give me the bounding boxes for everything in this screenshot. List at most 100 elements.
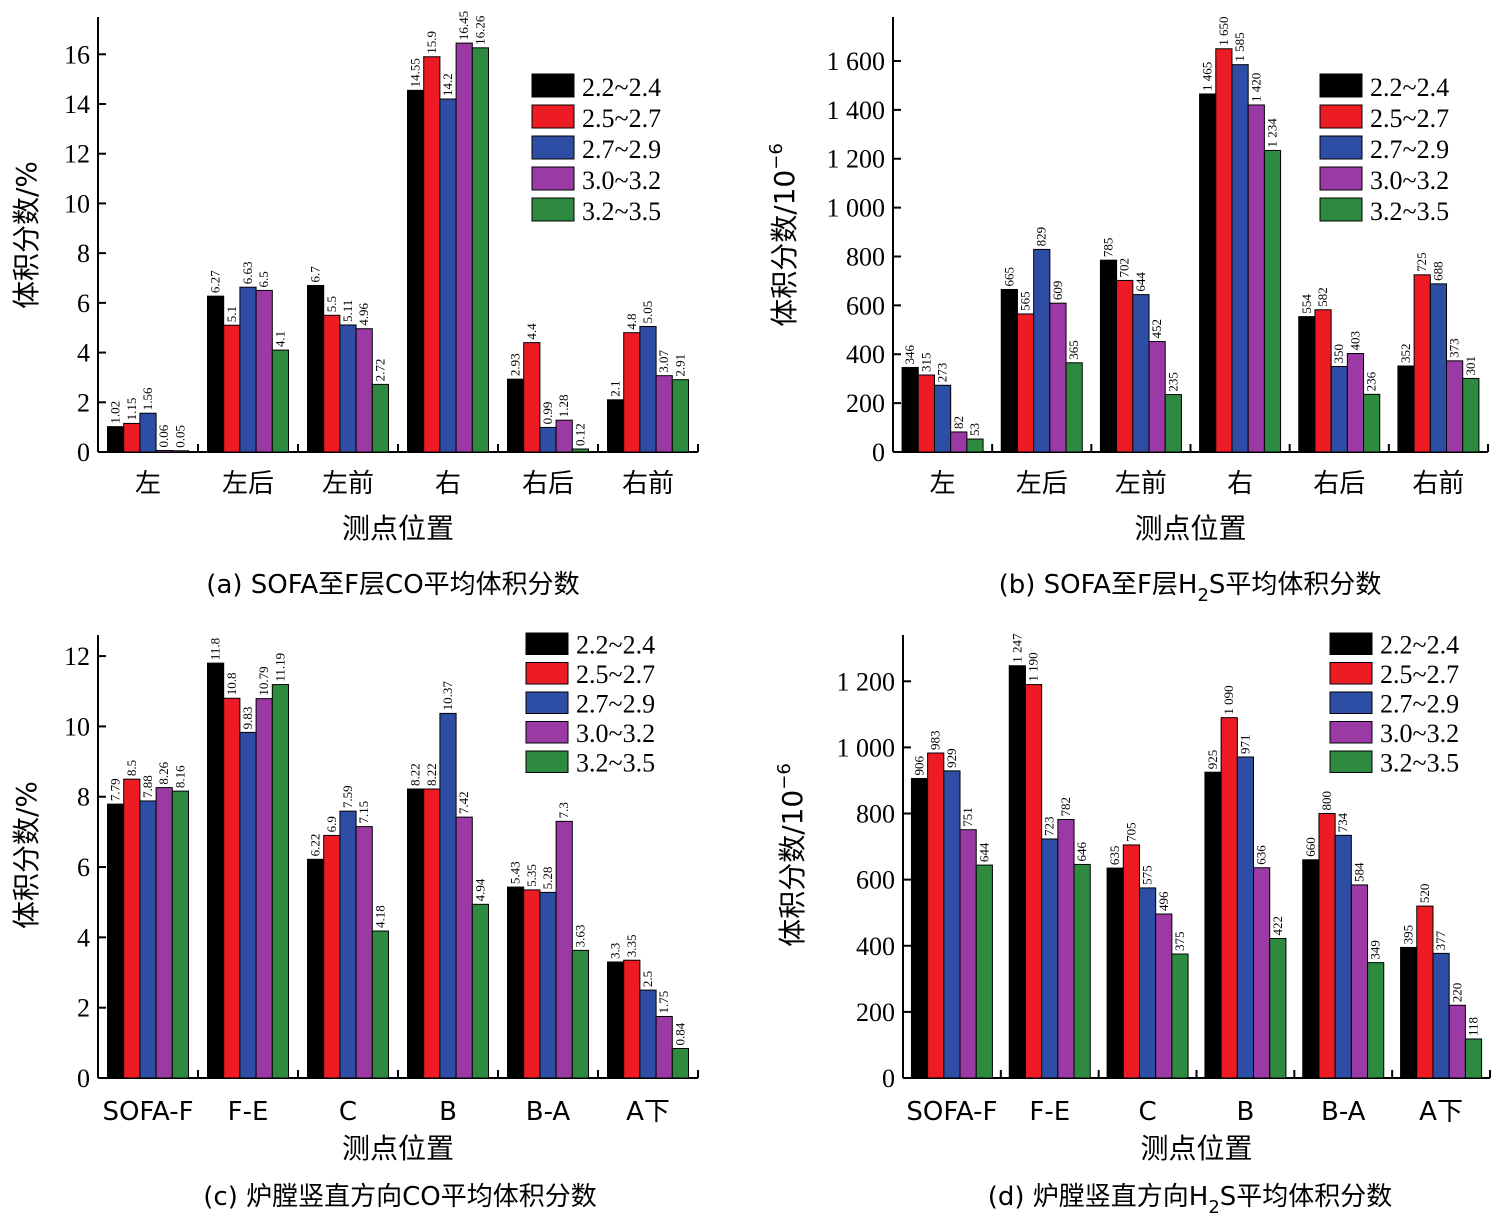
data-label: 575 [1140, 865, 1155, 885]
bar [1073, 863, 1091, 1079]
data-label: 6.7 [308, 266, 323, 283]
bar [1215, 48, 1233, 453]
bar [1155, 913, 1173, 1079]
data-label: 118 [1465, 1017, 1480, 1036]
bar [1204, 771, 1222, 1079]
bar [439, 98, 457, 453]
y-tick-label: 1 400 [827, 96, 886, 125]
data-label: 1 465 [1200, 62, 1215, 91]
data-label: 0.05 [172, 425, 187, 448]
data-label: 6.22 [308, 834, 323, 857]
bar [571, 949, 589, 1079]
bar [1041, 838, 1059, 1079]
panel-caption: (b) SOFA至F层H2S平均体积分数 [999, 570, 1382, 606]
legend-swatch [1319, 73, 1363, 98]
bar [555, 419, 573, 453]
caption-text-suffix: S平均体积分数 [1209, 570, 1382, 600]
y-tick-label: 0 [77, 438, 90, 467]
bar [223, 324, 241, 453]
bar [323, 314, 341, 453]
bar [623, 959, 641, 1079]
x-category-label: 左后 [1016, 469, 1068, 499]
data-label: 4.1 [272, 331, 287, 347]
y-tick-label: 8 [77, 783, 90, 812]
data-label: 14.55 [408, 58, 423, 87]
data-label: 0.06 [156, 424, 171, 447]
data-label: 644 [1133, 272, 1148, 292]
data-label: 4.18 [372, 905, 387, 928]
legend-label: 2.5~2.7 [1370, 104, 1449, 133]
x-category-label: 右 [435, 469, 461, 499]
data-label: 16.45 [456, 11, 471, 40]
y-tick-label: 2 [77, 388, 90, 417]
data-label: 7.79 [108, 778, 123, 801]
bar [1138, 887, 1157, 1079]
y-tick-label: 200 [856, 998, 895, 1027]
y-tick-label: 8 [77, 239, 90, 268]
bar [607, 961, 625, 1079]
data-label: 723 [1042, 816, 1057, 836]
x-category-label: F-E [228, 1097, 269, 1127]
bar [223, 697, 241, 1079]
data-label: 5.1 [224, 306, 239, 322]
legend-swatch [1319, 104, 1363, 129]
data-label: 236 [1364, 371, 1379, 391]
data-label: 565 [1018, 291, 1033, 311]
x-category-label: 左 [135, 469, 161, 499]
caption-text: (a) SOFA至F层CO平均体积分数 [206, 570, 579, 600]
data-label: 3.07 [656, 349, 671, 372]
data-label: 929 [944, 748, 959, 768]
bar [1231, 64, 1249, 453]
data-label: 7.15 [356, 801, 371, 824]
y-tick-label: 0 [882, 1064, 895, 1093]
data-label: 702 [1117, 258, 1132, 278]
bar [407, 788, 425, 1079]
y-tick-label: 600 [846, 291, 885, 320]
data-label: 5.5 [324, 296, 339, 312]
bar [655, 375, 673, 453]
bar [933, 384, 952, 453]
y-axis-title-text: 体积分数/% [10, 781, 43, 929]
bar [455, 42, 473, 453]
data-label: 6.5 [256, 271, 271, 287]
legend-swatch [1319, 166, 1363, 191]
legend-label: 2.5~2.7 [576, 660, 655, 689]
bar [523, 889, 541, 1079]
bar [107, 803, 125, 1079]
bar [1148, 341, 1166, 453]
bar [1236, 756, 1255, 1079]
bar [1363, 393, 1381, 453]
panel-caption: (d) 炉膛竖直方向H2S平均体积分数 [988, 1182, 1393, 1218]
y-tick-label: 1 200 [837, 667, 896, 696]
bar [655, 1015, 673, 1079]
panel-caption: (c) 炉膛竖直方向CO平均体积分数 [203, 1182, 596, 1212]
legend-label: 3.2~3.5 [576, 749, 655, 778]
legend-swatch [1329, 632, 1373, 655]
data-label: 688 [1430, 261, 1445, 281]
caption-text: (b) SOFA至F层H [999, 570, 1198, 600]
bar [471, 903, 489, 1079]
data-label: 8.5 [124, 760, 139, 776]
data-label: 660 [1303, 837, 1318, 857]
y-tick-label: 200 [846, 389, 885, 418]
y-tick-label: 6 [77, 289, 90, 318]
data-label: 6.9 [324, 816, 339, 832]
data-label: 315 [918, 353, 933, 373]
caption-sub: 2 [1208, 1197, 1219, 1218]
y-axis-title-text: 体积分数/10 [776, 790, 809, 947]
bar [1016, 313, 1035, 453]
data-label: 4.96 [356, 302, 371, 325]
bar [975, 864, 993, 1079]
data-label: 9.83 [240, 707, 255, 730]
data-label: 375 [1172, 932, 1187, 952]
bar [1416, 905, 1434, 1079]
bar [1446, 360, 1464, 453]
bar [307, 858, 325, 1079]
bar [155, 787, 173, 1079]
data-label: 8.22 [424, 763, 439, 786]
chart-panel-0: 0 2 4 6 8 10 12 14 16 左 1.02 1.15 1.560.06 0.05 左后 6.27… [10, 11, 699, 600]
y-tick-label: 4 [77, 923, 90, 952]
data-label: 8.16 [172, 765, 187, 788]
x-category-label: B [1236, 1097, 1254, 1127]
legend-swatch [1329, 721, 1373, 744]
